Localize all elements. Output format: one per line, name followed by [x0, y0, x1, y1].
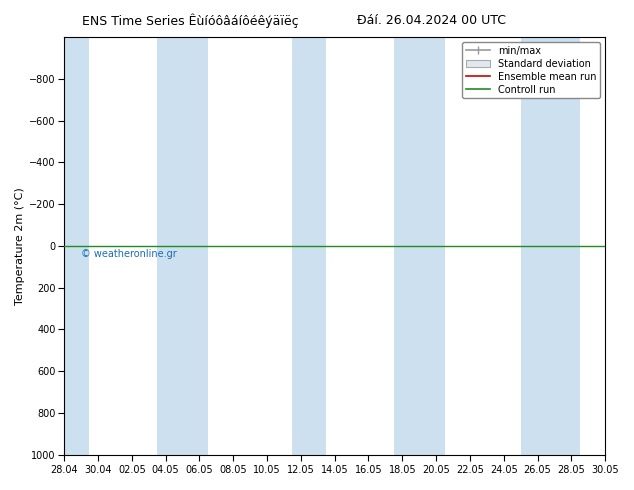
- Legend: min/max, Standard deviation, Ensemble mean run, Controll run: min/max, Standard deviation, Ensemble me…: [462, 42, 600, 98]
- Bar: [56, 37, 89, 455]
- Bar: [157, 37, 208, 455]
- Bar: [521, 37, 580, 455]
- Text: ENS Time Series Êùíóôâáíôéêýäïëç: ENS Time Series Êùíóôâáíôéêýäïëç: [82, 14, 299, 28]
- Bar: [292, 37, 327, 455]
- Y-axis label: Temperature 2m (°C): Temperature 2m (°C): [15, 187, 25, 305]
- Text: Ðáí. 26.04.2024 00 UTC: Ðáí. 26.04.2024 00 UTC: [356, 14, 506, 27]
- Bar: [394, 37, 444, 455]
- Text: © weatheronline.gr: © weatheronline.gr: [81, 249, 177, 259]
